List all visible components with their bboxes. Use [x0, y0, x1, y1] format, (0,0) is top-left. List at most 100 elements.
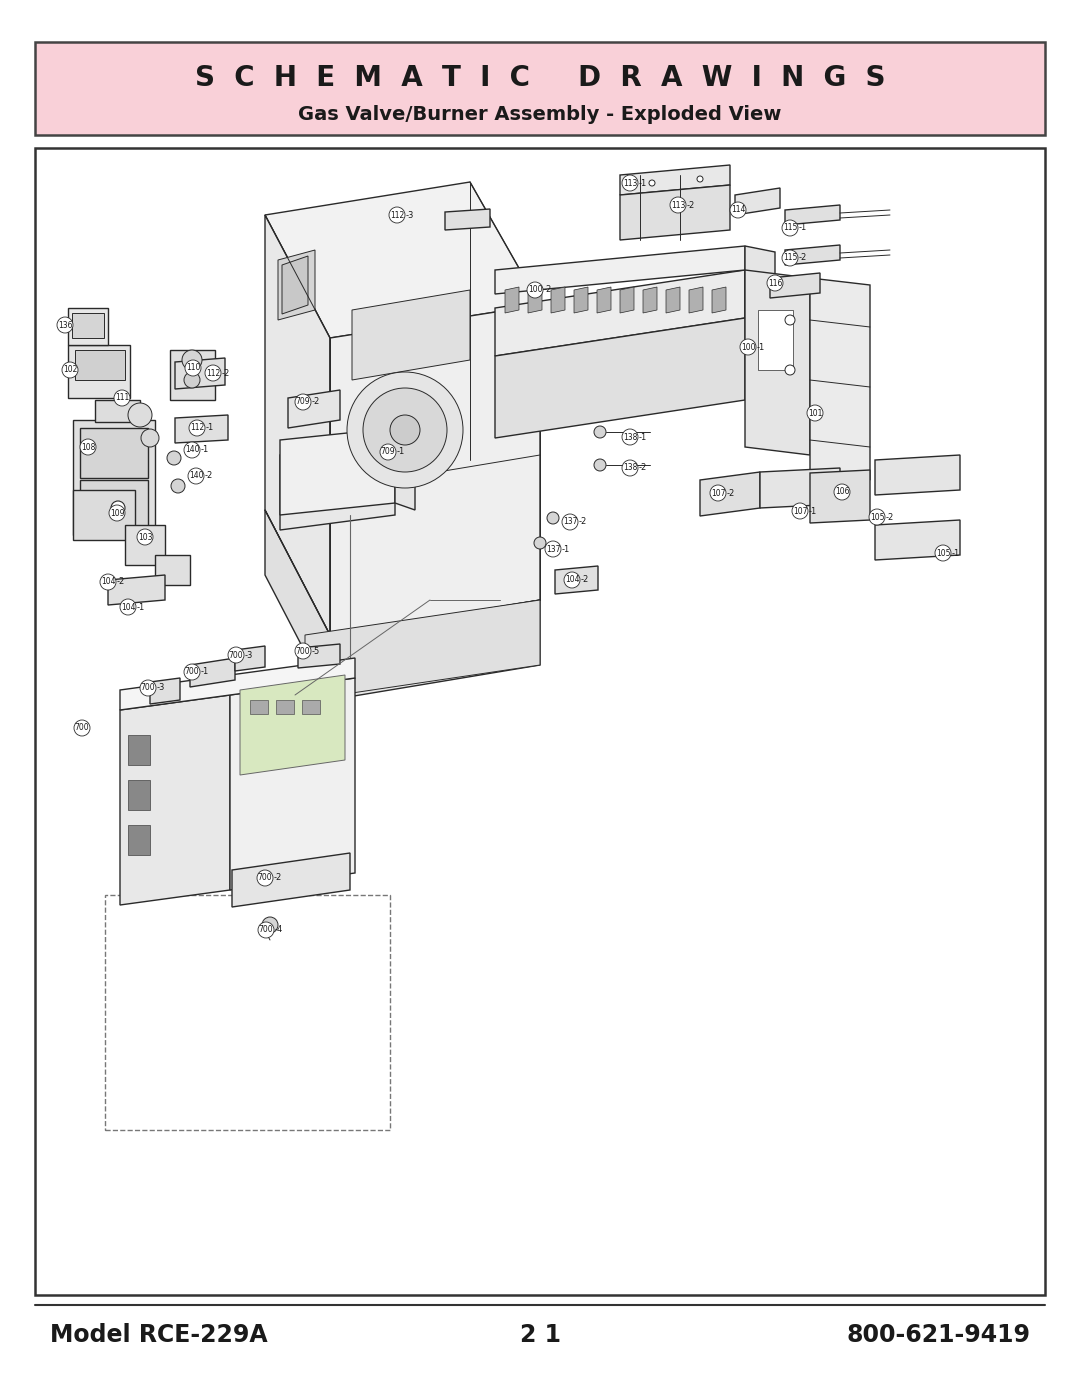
Polygon shape — [330, 599, 540, 700]
Circle shape — [767, 275, 783, 291]
Polygon shape — [73, 420, 156, 535]
Text: Model RCE-229A: Model RCE-229A — [50, 1323, 268, 1347]
Text: 700: 700 — [229, 651, 243, 659]
Circle shape — [184, 441, 200, 458]
Polygon shape — [235, 645, 265, 671]
Circle shape — [527, 282, 543, 298]
Circle shape — [140, 680, 156, 696]
Text: 137: 137 — [545, 545, 561, 553]
Polygon shape — [240, 675, 345, 775]
Polygon shape — [232, 854, 350, 907]
Polygon shape — [643, 286, 657, 313]
Text: -4: -4 — [275, 925, 283, 935]
Circle shape — [141, 429, 159, 447]
Text: -2: -2 — [205, 472, 213, 481]
Text: 700: 700 — [140, 683, 156, 693]
Polygon shape — [68, 345, 130, 398]
Text: -1: -1 — [397, 447, 405, 457]
Circle shape — [137, 529, 153, 545]
Text: 104: 104 — [121, 602, 135, 612]
Text: -1: -1 — [206, 423, 214, 433]
Text: 104: 104 — [565, 576, 579, 584]
Text: 113: 113 — [623, 179, 637, 187]
Polygon shape — [120, 658, 355, 710]
Text: 105: 105 — [935, 549, 950, 557]
Circle shape — [697, 176, 703, 182]
Text: -1: -1 — [951, 549, 960, 557]
Text: -1: -1 — [757, 342, 766, 352]
Circle shape — [57, 317, 73, 332]
Circle shape — [546, 511, 559, 524]
Text: -1: -1 — [201, 446, 210, 454]
Circle shape — [380, 444, 396, 460]
Circle shape — [100, 574, 116, 590]
Polygon shape — [745, 246, 775, 339]
Circle shape — [807, 405, 823, 420]
Polygon shape — [298, 644, 340, 668]
Text: 111: 111 — [114, 394, 130, 402]
Text: 136: 136 — [57, 320, 72, 330]
Polygon shape — [573, 286, 588, 313]
Text: 138: 138 — [623, 464, 637, 472]
Polygon shape — [875, 520, 960, 560]
Circle shape — [295, 643, 311, 659]
Text: 102: 102 — [63, 366, 77, 374]
Polygon shape — [288, 390, 340, 427]
Text: Gas Valve/Burner Assembly - Exploded View: Gas Valve/Burner Assembly - Exploded Vie… — [298, 105, 782, 123]
Polygon shape — [495, 246, 745, 293]
Text: 112: 112 — [390, 211, 404, 219]
Text: -1: -1 — [201, 668, 210, 676]
Polygon shape — [620, 286, 634, 313]
Circle shape — [594, 460, 606, 471]
Text: 138: 138 — [623, 433, 637, 441]
Circle shape — [111, 502, 125, 515]
Polygon shape — [620, 165, 730, 196]
Polygon shape — [770, 272, 820, 298]
Text: -2: -2 — [639, 464, 647, 472]
Text: -1: -1 — [137, 602, 145, 612]
Text: 106: 106 — [835, 488, 849, 496]
Text: 109: 109 — [110, 509, 124, 517]
Polygon shape — [352, 291, 470, 380]
Bar — [129, 735, 150, 766]
Circle shape — [262, 916, 278, 933]
Circle shape — [109, 504, 125, 521]
Text: 105: 105 — [869, 513, 885, 521]
Polygon shape — [810, 469, 870, 522]
Polygon shape — [700, 472, 760, 515]
Text: 700: 700 — [185, 668, 200, 676]
Polygon shape — [230, 678, 355, 890]
Circle shape — [183, 351, 202, 370]
Circle shape — [389, 207, 405, 224]
Circle shape — [545, 541, 561, 557]
Circle shape — [564, 571, 580, 588]
Circle shape — [869, 509, 885, 525]
Circle shape — [594, 426, 606, 439]
Text: 100: 100 — [741, 342, 755, 352]
Text: 115: 115 — [783, 224, 797, 232]
Text: -2: -2 — [222, 369, 230, 377]
Text: -2: -2 — [312, 398, 321, 407]
Text: -2: -2 — [579, 517, 588, 527]
Text: 137: 137 — [563, 517, 577, 527]
Circle shape — [185, 360, 201, 376]
Text: -1: -1 — [809, 507, 818, 515]
Text: -3: -3 — [406, 211, 415, 219]
Text: 800-621-9419: 800-621-9419 — [846, 1323, 1030, 1347]
Circle shape — [622, 460, 638, 476]
Circle shape — [363, 388, 447, 472]
Polygon shape — [597, 286, 611, 313]
Circle shape — [171, 479, 185, 493]
Text: 700: 700 — [259, 925, 273, 935]
Polygon shape — [125, 525, 165, 564]
Circle shape — [782, 250, 798, 265]
Text: -2: -2 — [799, 253, 807, 263]
Polygon shape — [785, 205, 840, 225]
Text: 103: 103 — [138, 532, 152, 542]
Text: 115: 115 — [783, 253, 797, 263]
Polygon shape — [265, 182, 540, 338]
Text: 140: 140 — [185, 446, 199, 454]
Text: S  C  H  E  M  A  T  I  C     D  R  A  W  I  N  G  S: S C H E M A T I C D R A W I N G S — [194, 64, 886, 92]
Text: -2: -2 — [544, 285, 552, 295]
Circle shape — [114, 390, 130, 407]
